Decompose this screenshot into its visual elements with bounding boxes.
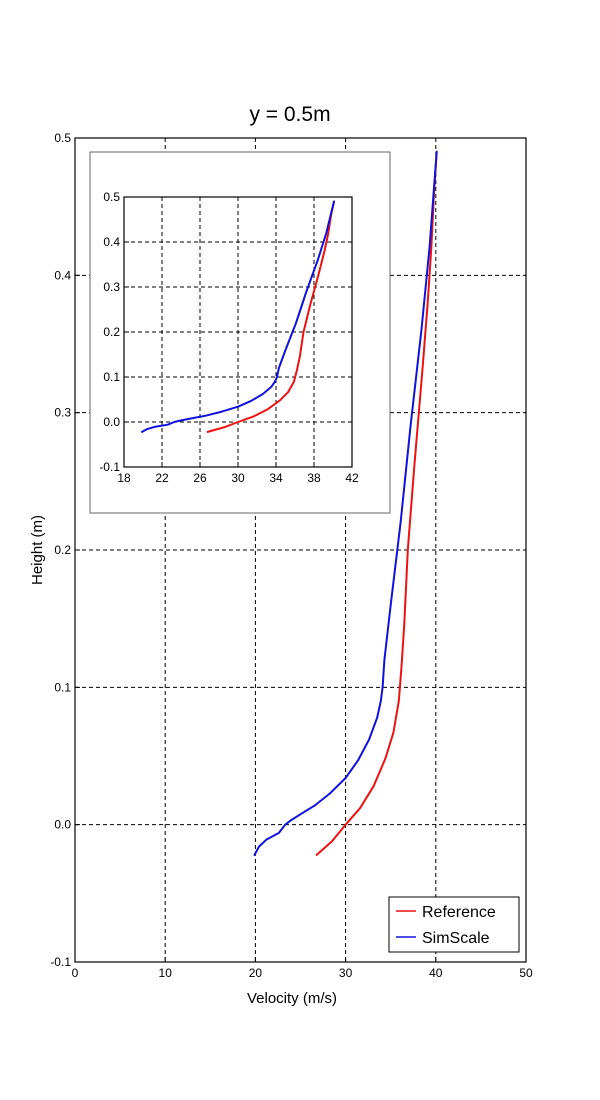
main-y-tick-label: 0.5 [54,131,71,145]
main-x-tick-label: 50 [519,966,533,980]
inset-y-tick-label: 0.2 [103,325,120,339]
main-series-lines [253,150,438,856]
inset-gridlines [124,197,352,467]
inset-series-lines [141,200,335,433]
main-x-tick-label: 0 [72,966,79,980]
inset-x-tick-label: 34 [269,471,283,485]
inset-x-tick-label: 22 [155,471,169,485]
inset-x-tick-label: 30 [231,471,245,485]
main-y-tick-label: -0.1 [50,955,71,969]
inset-y-tick-label: 0.0 [103,415,120,429]
legend: Reference SimScale [388,896,520,953]
inset-plot-frame [123,196,353,468]
inset-series-simscale [141,200,335,433]
main-y-tick-label: 0.1 [54,680,71,694]
inset-y-tick-label: 0.1 [103,370,120,384]
main-series-simscale [253,150,438,856]
legend-label-simscale: SimScale [422,930,490,947]
main-series-reference [315,150,438,856]
main-y-tick-label: 0.3 [54,406,71,420]
inset-x-tick-label: 38 [307,471,321,485]
main-y-tick-label: 0.4 [54,268,71,282]
main-x-tick-label: 30 [339,966,353,980]
main-y-tick-label: 0.2 [54,543,71,557]
inset-x-tick-label: 26 [193,471,207,485]
x-axis-label: Velocity (m/s) [247,990,337,1007]
main-x-tick-label: 40 [429,966,443,980]
inset-chart: 18 22 26 30 34 38 42 -0.1 0.0 0.1 0.2 0.3 0.4 0.5 [89,151,391,514]
chart-title: y = 0.5m [249,103,330,126]
main-plot-frame [74,137,527,963]
y-axis-label: Height (m) [29,515,46,585]
legend-label-reference: Reference [422,904,496,921]
main-x-tick-label: 10 [159,966,173,980]
inset-tick-labels: 18 22 26 30 34 38 42 -0.1 0.0 0.1 0.2 0.3 0.4 0.5 [99,190,359,485]
inset-y-tick-label: -0.1 [99,460,120,474]
main-x-tick-label: 20 [249,966,263,980]
inset-x-tick-label: 18 [117,471,131,485]
main-y-tick-label: 0.0 [54,818,71,832]
inset-y-tick-label: 0.5 [103,190,120,204]
inset-series-reference [206,200,335,433]
inset-x-tick-label: 42 [345,471,359,485]
legend-box [388,896,520,953]
inset-y-tick-label: 0.3 [103,280,120,294]
inset-y-tick-label: 0.4 [103,235,120,249]
